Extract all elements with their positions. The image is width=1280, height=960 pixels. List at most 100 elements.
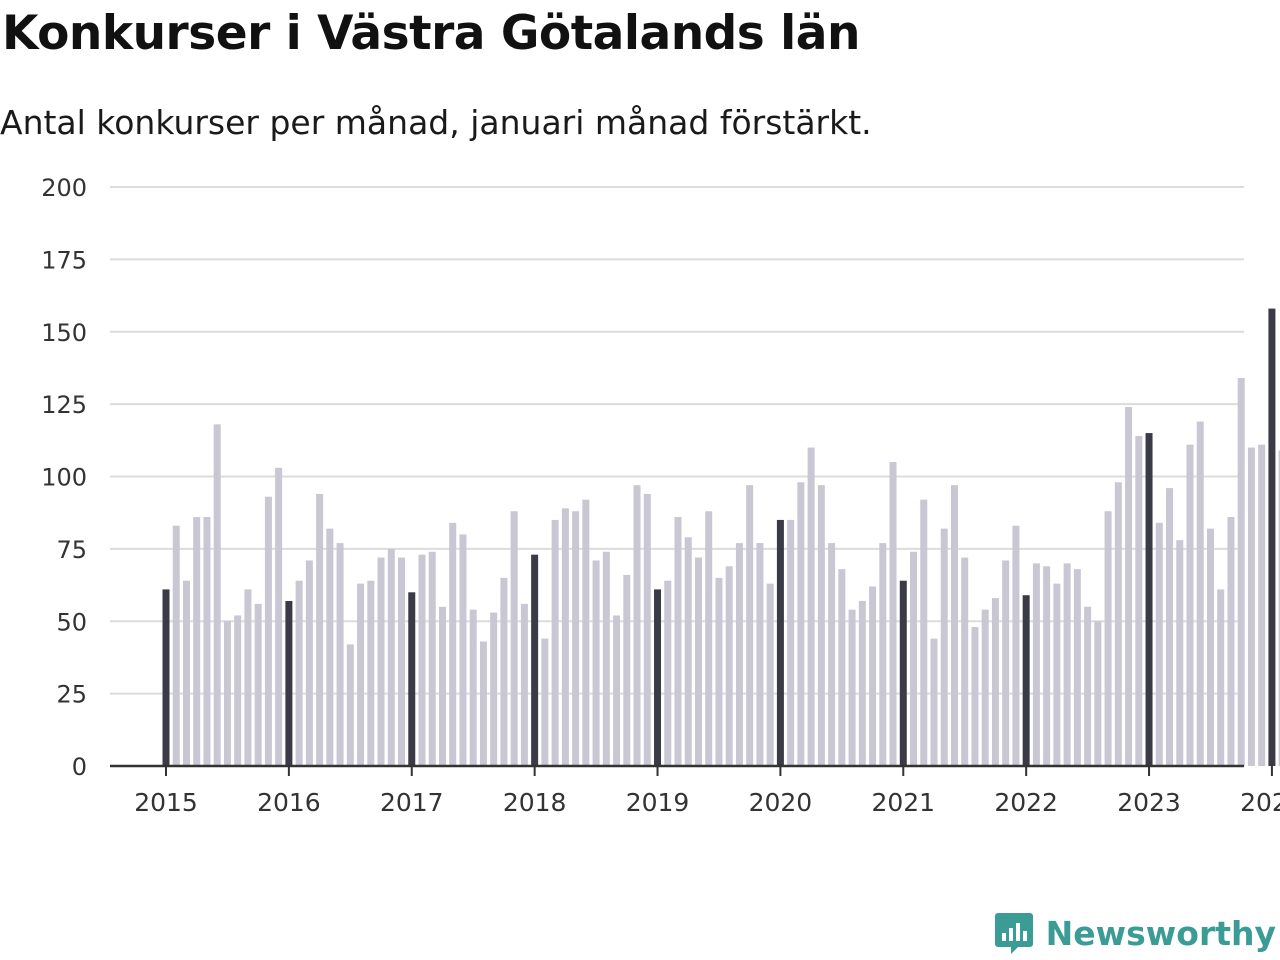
bar bbox=[387, 548, 395, 767]
bar bbox=[1247, 447, 1255, 766]
newsworthy-brand: Newsworthy bbox=[994, 908, 1276, 958]
y-axis-tick-labels: 0 25 50 75 100 125 150 175 200 bbox=[41, 174, 87, 781]
bar bbox=[1084, 606, 1092, 766]
x-axis bbox=[110, 764, 1273, 776]
bar bbox=[1012, 525, 1020, 766]
bar bbox=[602, 551, 610, 766]
bar bbox=[1114, 482, 1122, 766]
bar bbox=[735, 543, 743, 766]
bar bbox=[910, 551, 918, 766]
bar bbox=[398, 557, 406, 766]
x-axis-tick-labels: 2015 2016 2017 2018 2019 2020 2021 2022 2023 2024… bbox=[134, 788, 1280, 817]
bar bbox=[162, 589, 170, 766]
bar bbox=[1125, 407, 1133, 766]
x-tick-label: 2024 bbox=[1240, 788, 1280, 817]
x-tick-label: 2022 bbox=[994, 788, 1058, 817]
bars bbox=[162, 308, 1280, 767]
bar bbox=[377, 557, 385, 766]
y-tick-label: 25 bbox=[56, 681, 87, 709]
bar bbox=[1002, 560, 1010, 766]
chart-subtitle: Antal konkurser per månad, januari månad… bbox=[0, 103, 872, 142]
y-tick-label: 175 bbox=[41, 246, 87, 274]
bar bbox=[592, 560, 600, 766]
bar bbox=[654, 589, 662, 766]
bar bbox=[1073, 569, 1081, 766]
bar bbox=[920, 499, 928, 766]
bar bbox=[449, 522, 457, 766]
bar bbox=[182, 580, 190, 766]
bar bbox=[797, 482, 805, 766]
bar bbox=[961, 557, 969, 766]
bar bbox=[838, 569, 846, 766]
bar bbox=[643, 493, 651, 766]
bar bbox=[254, 603, 262, 766]
bar bbox=[172, 525, 180, 766]
bar bbox=[1135, 435, 1143, 766]
bar bbox=[776, 519, 784, 766]
bar bbox=[316, 493, 324, 766]
bar bbox=[1043, 566, 1051, 766]
y-tick-label: 200 bbox=[41, 174, 87, 202]
bar bbox=[1258, 444, 1266, 766]
bar bbox=[1145, 433, 1153, 766]
bar bbox=[203, 517, 211, 766]
bar bbox=[561, 508, 569, 766]
bar bbox=[1217, 589, 1225, 766]
bar bbox=[981, 609, 989, 766]
bar bbox=[193, 517, 201, 766]
bar bbox=[264, 496, 272, 766]
bar bbox=[1206, 528, 1214, 766]
bar bbox=[694, 557, 702, 766]
bar bbox=[1186, 444, 1194, 766]
bar bbox=[1063, 563, 1071, 766]
bar bbox=[582, 499, 590, 766]
y-tick-label: 150 bbox=[41, 319, 87, 347]
bar bbox=[858, 600, 866, 766]
bar bbox=[275, 467, 283, 766]
bar bbox=[674, 517, 682, 766]
chart-title: Konkurser i Västra Götalands län bbox=[2, 6, 860, 61]
bar bbox=[1268, 308, 1276, 766]
bar bbox=[510, 511, 518, 766]
bar bbox=[408, 592, 416, 766]
bar bbox=[828, 543, 836, 766]
bar bbox=[490, 612, 498, 766]
bar bbox=[438, 606, 446, 766]
bar bbox=[889, 462, 897, 766]
bar bbox=[531, 554, 539, 766]
bar bbox=[930, 638, 938, 766]
bar bbox=[766, 583, 774, 766]
x-tick-label: 2023 bbox=[1117, 788, 1181, 817]
bar bbox=[1227, 517, 1235, 766]
bar bbox=[234, 615, 242, 766]
bar bbox=[346, 644, 354, 766]
bar bbox=[213, 424, 221, 766]
bar bbox=[807, 447, 815, 766]
bar bbox=[623, 574, 631, 766]
bar bbox=[357, 583, 365, 766]
bar bbox=[479, 641, 487, 766]
bar bbox=[971, 627, 979, 766]
y-tick-label: 50 bbox=[56, 608, 87, 636]
bar bbox=[1196, 421, 1204, 766]
y-tick-label: 75 bbox=[56, 536, 87, 564]
bar bbox=[633, 485, 641, 766]
bar bbox=[295, 580, 303, 766]
bar bbox=[879, 543, 887, 766]
bar bbox=[1166, 488, 1174, 766]
bar bbox=[326, 528, 334, 766]
x-tick-label: 2019 bbox=[626, 788, 690, 817]
bar bbox=[684, 537, 692, 766]
bar bbox=[991, 598, 999, 766]
bar bbox=[756, 543, 764, 766]
bar bbox=[940, 528, 948, 766]
bar bbox=[244, 589, 252, 766]
bar bbox=[715, 577, 723, 766]
bar bbox=[336, 543, 344, 766]
bar bbox=[1032, 563, 1040, 766]
bar bbox=[223, 621, 231, 766]
y-tick-label: 0 bbox=[72, 753, 87, 781]
x-tick-label: 2020 bbox=[749, 788, 813, 817]
x-tick-label: 2018 bbox=[503, 788, 567, 817]
bar bbox=[520, 603, 528, 766]
